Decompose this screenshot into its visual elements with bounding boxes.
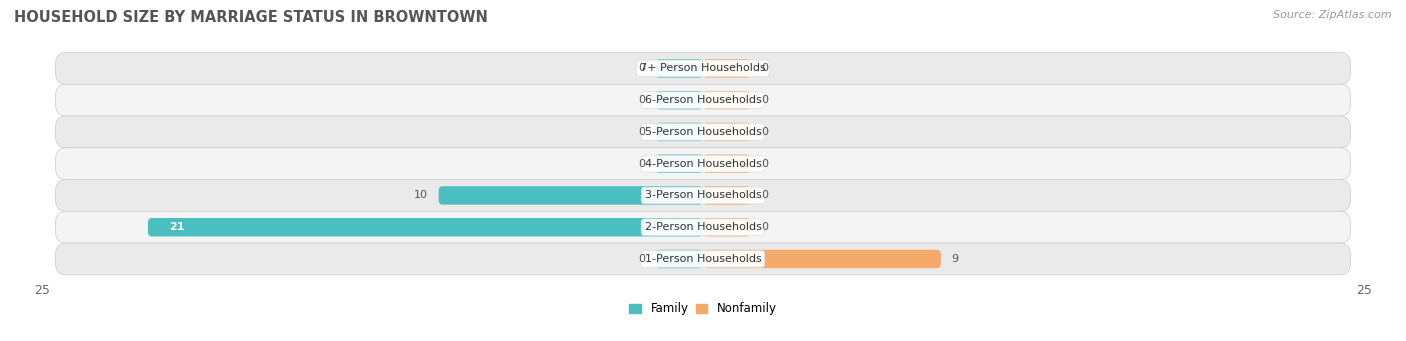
FancyBboxPatch shape — [655, 123, 703, 141]
Legend: Family, Nonfamily: Family, Nonfamily — [630, 302, 776, 315]
Text: 10: 10 — [415, 190, 427, 201]
Text: 0: 0 — [761, 159, 768, 169]
FancyBboxPatch shape — [55, 53, 1351, 84]
Text: 4-Person Households: 4-Person Households — [644, 159, 762, 169]
Text: 0: 0 — [761, 127, 768, 137]
Text: 9: 9 — [952, 254, 959, 264]
FancyBboxPatch shape — [655, 250, 703, 268]
FancyBboxPatch shape — [703, 250, 941, 268]
Text: 0: 0 — [638, 63, 645, 73]
Text: 0: 0 — [638, 95, 645, 105]
FancyBboxPatch shape — [655, 59, 703, 78]
FancyBboxPatch shape — [703, 218, 751, 236]
FancyBboxPatch shape — [55, 148, 1351, 180]
FancyBboxPatch shape — [55, 84, 1351, 116]
Text: HOUSEHOLD SIZE BY MARRIAGE STATUS IN BROWNTOWN: HOUSEHOLD SIZE BY MARRIAGE STATUS IN BRO… — [14, 10, 488, 25]
Text: 0: 0 — [638, 127, 645, 137]
Text: 0: 0 — [638, 254, 645, 264]
Text: 6-Person Households: 6-Person Households — [644, 95, 762, 105]
FancyBboxPatch shape — [655, 91, 703, 109]
Text: 0: 0 — [761, 95, 768, 105]
FancyBboxPatch shape — [703, 154, 751, 173]
FancyBboxPatch shape — [703, 91, 751, 109]
Text: 21: 21 — [169, 222, 184, 232]
Text: 1-Person Households: 1-Person Households — [644, 254, 762, 264]
FancyBboxPatch shape — [655, 154, 703, 173]
FancyBboxPatch shape — [148, 218, 703, 236]
Text: 2-Person Households: 2-Person Households — [644, 222, 762, 232]
FancyBboxPatch shape — [55, 243, 1351, 275]
Text: 5-Person Households: 5-Person Households — [644, 127, 762, 137]
FancyBboxPatch shape — [703, 123, 751, 141]
Text: 0: 0 — [638, 159, 645, 169]
Text: Source: ZipAtlas.com: Source: ZipAtlas.com — [1274, 10, 1392, 20]
FancyBboxPatch shape — [55, 211, 1351, 243]
FancyBboxPatch shape — [703, 186, 751, 205]
Text: 0: 0 — [761, 190, 768, 201]
FancyBboxPatch shape — [55, 116, 1351, 148]
Text: 3-Person Households: 3-Person Households — [644, 190, 762, 201]
Text: 0: 0 — [761, 222, 768, 232]
FancyBboxPatch shape — [55, 180, 1351, 211]
FancyBboxPatch shape — [703, 59, 751, 78]
Text: 7+ Person Households: 7+ Person Households — [640, 63, 766, 73]
Text: 0: 0 — [761, 63, 768, 73]
FancyBboxPatch shape — [439, 186, 703, 205]
